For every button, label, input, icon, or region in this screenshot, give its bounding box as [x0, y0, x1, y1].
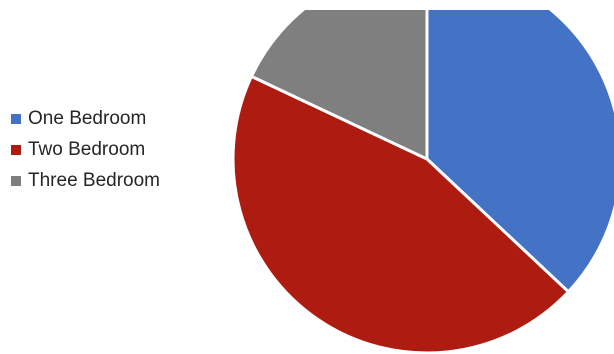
- legend-label-two-bedroom: Two Bedroom: [28, 139, 146, 160]
- legend-swatch-three-bedroom: [11, 176, 21, 186]
- legend-item-two-bedroom: Two Bedroom: [11, 139, 160, 160]
- legend: One Bedroom Two Bedroom Three Bedroom: [11, 108, 161, 191]
- pie-slice-one-bedroom: [425, 10, 614, 294]
- legend-swatch-two-bedroom: [11, 145, 21, 155]
- legend-item-one-bedroom: One Bedroom: [11, 108, 160, 129]
- pie-slices: [231, 10, 614, 354]
- legend-label-three-bedroom: Three Bedroom: [28, 170, 161, 191]
- legend-label-one-bedroom: One Bedroom: [28, 108, 147, 129]
- legend-item-three-bedroom: Three Bedroom: [11, 170, 161, 191]
- pie-slice-three-bedroom: [249, 10, 429, 161]
- pie-slice-two-bedroom: [231, 74, 570, 354]
- legend-swatch-one-bedroom: [11, 114, 21, 124]
